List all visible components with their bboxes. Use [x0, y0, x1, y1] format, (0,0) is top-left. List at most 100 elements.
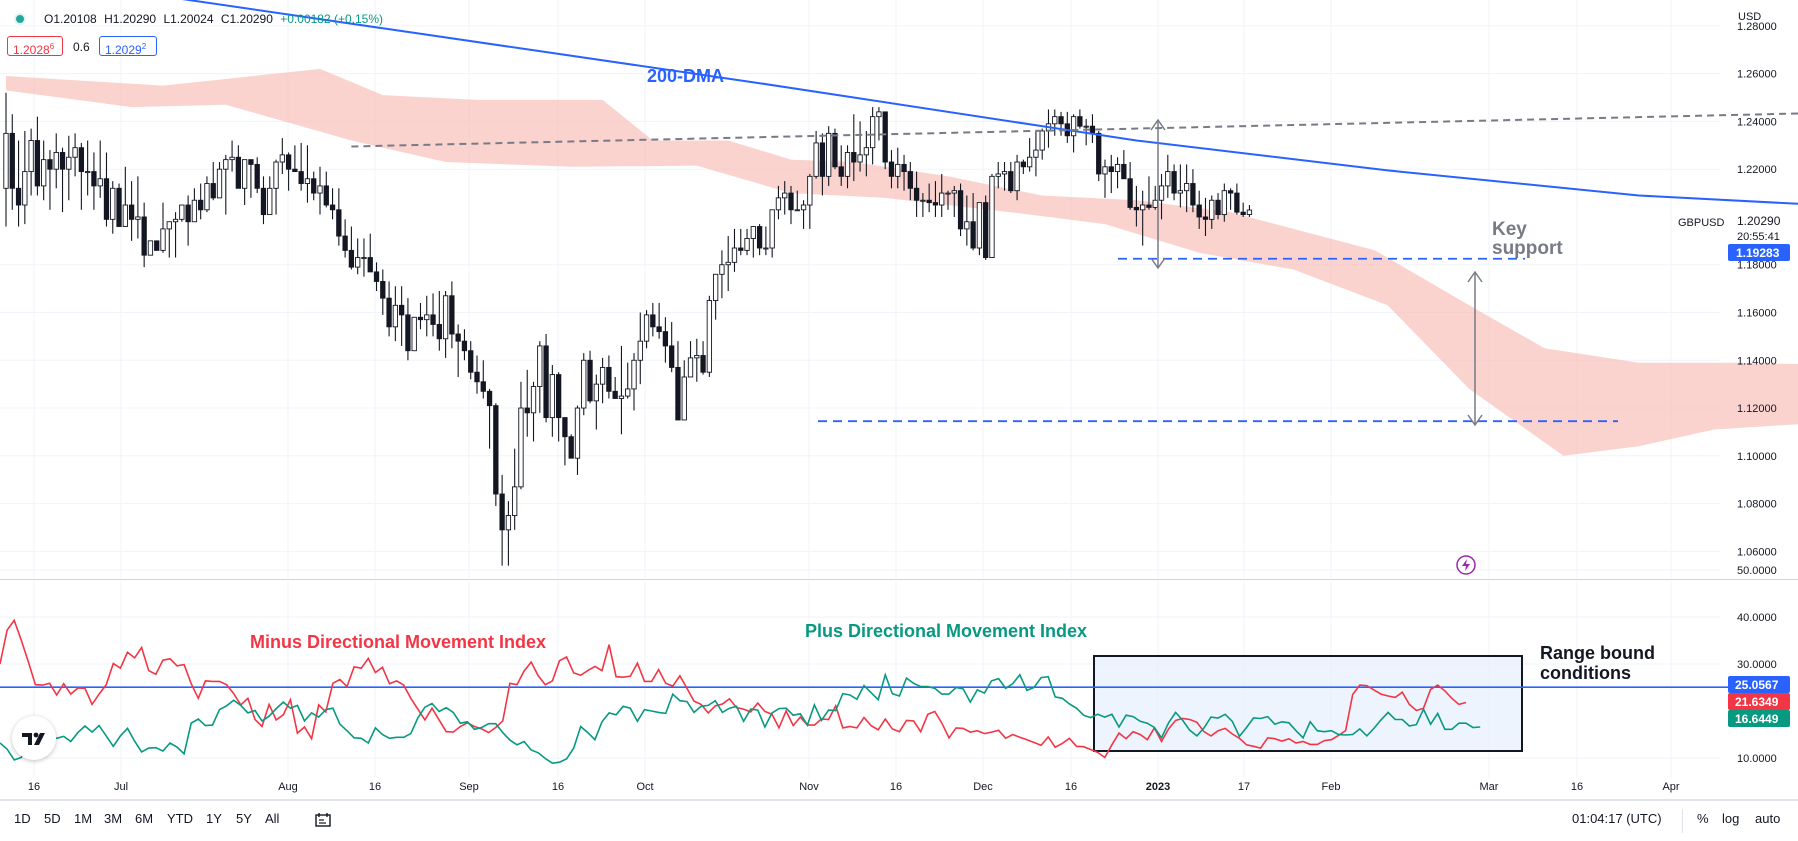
- candle: [1177, 164, 1184, 208]
- candle: [675, 341, 681, 421]
- candle: [1133, 185, 1140, 227]
- chart-canvas[interactable]: 1.28000 1.26000 1.24000 1.22000 1.18000 1.160…: [0, 0, 1798, 800]
- candle: [304, 145, 311, 203]
- candle-body: [147, 240, 154, 256]
- candle-body: [983, 202, 989, 259]
- candle-body: [725, 261, 731, 266]
- candle: [939, 173, 945, 217]
- candle: [336, 188, 342, 246]
- clock-readout[interactable]: 01:04:17 (UTC): [1572, 811, 1662, 826]
- range-ytd-button[interactable]: YTD: [167, 811, 193, 826]
- range-5d-button[interactable]: 5D: [44, 811, 61, 826]
- time-tick-label: 16: [1571, 781, 1583, 793]
- candle-body: [241, 159, 248, 189]
- candle-body: [970, 221, 976, 249]
- lightning-icon[interactable]: [1456, 555, 1476, 575]
- log-scale-button[interactable]: log: [1722, 811, 1740, 826]
- candle: [505, 501, 512, 566]
- range-5y-button[interactable]: 5Y: [236, 811, 252, 826]
- candle-body: [430, 314, 436, 325]
- dmi-series: [0, 618, 1728, 765]
- range-1m-button[interactable]: 1M: [74, 811, 93, 826]
- candle: [405, 298, 411, 361]
- candle-body: [863, 147, 870, 156]
- time-tick-label: 16: [890, 781, 902, 793]
- candle: [769, 209, 775, 258]
- currency-label[interactable]: USD: [1738, 11, 1761, 23]
- candle-body: [229, 156, 235, 161]
- sell-price-button[interactable]: 1.20286: [7, 36, 63, 57]
- candle: [1045, 109, 1052, 148]
- candle: [1127, 162, 1133, 210]
- auto-scale-button[interactable]: auto: [1755, 811, 1781, 826]
- candle-body: [882, 111, 888, 163]
- candle: [813, 130, 819, 179]
- price-pane[interactable]: [0, 0, 1798, 578]
- range-6m-button[interactable]: 6M: [135, 811, 154, 826]
- candlestick-series: [3, 92, 1253, 566]
- time-tick-label: Sep: [459, 781, 479, 793]
- candle-body: [254, 163, 260, 189]
- candle-body: [1190, 183, 1196, 206]
- candle-body: [543, 345, 549, 419]
- range-1y-button[interactable]: 1Y: [206, 811, 222, 826]
- candle-body: [606, 366, 612, 392]
- candle-body: [637, 340, 643, 361]
- candle-body: [1227, 190, 1234, 194]
- candle-body: [204, 183, 210, 211]
- candle: [1033, 130, 1039, 177]
- candle-body: [1177, 190, 1184, 194]
- candle-body: [348, 249, 355, 268]
- candle-body: [913, 187, 920, 201]
- candle-body: [141, 216, 147, 256]
- candle-body: [260, 187, 267, 216]
- candle: [380, 269, 386, 315]
- candle: [1077, 109, 1083, 129]
- candle-body: [493, 405, 499, 495]
- range-1d-button[interactable]: 1D: [14, 811, 31, 826]
- minus-di-tag: 21.6349: [1735, 695, 1779, 709]
- candle: [292, 145, 298, 173]
- candle: [285, 152, 292, 191]
- buy-price-button[interactable]: 1.20292: [99, 36, 157, 57]
- plus-di-label: Plus Directional Movement Index: [805, 621, 1087, 641]
- candle: [468, 341, 474, 380]
- candle: [656, 302, 662, 339]
- percent-scale-button[interactable]: %: [1697, 811, 1709, 826]
- candle-body: [731, 247, 738, 263]
- market-status-icon[interactable]: [14, 13, 26, 25]
- candle: [9, 114, 15, 210]
- dmi-pane[interactable]: [0, 569, 1728, 778]
- candle: [474, 355, 480, 394]
- candle: [311, 171, 317, 201]
- candle: [826, 126, 832, 186]
- candle: [744, 228, 750, 256]
- range-all-button[interactable]: All: [265, 811, 280, 826]
- candle: [763, 226, 769, 256]
- plus-di-tag: 16.6449: [1735, 712, 1779, 726]
- candle-body: [1014, 161, 1020, 192]
- candle-body: [285, 154, 292, 170]
- price-tick-label: 1.06000: [1737, 546, 1777, 558]
- candle-body: [66, 156, 72, 170]
- candle: [455, 324, 461, 377]
- sell-price: 1.2028: [13, 43, 50, 57]
- candle: [1140, 190, 1146, 246]
- date-range-icon[interactable]: [314, 811, 332, 829]
- tradingview-logo[interactable]: [12, 716, 56, 760]
- candle-body: [311, 178, 317, 194]
- candle-body: [317, 185, 323, 194]
- price-tick-label: 1.22000: [1737, 164, 1777, 176]
- candle: [47, 150, 53, 210]
- candle-body: [1108, 166, 1114, 173]
- candle: [631, 353, 637, 411]
- candle-body: [920, 199, 926, 202]
- candle: [298, 142, 304, 191]
- range-3m-button[interactable]: 3M: [104, 811, 123, 826]
- candle: [323, 171, 329, 208]
- candle: [562, 417, 568, 466]
- candle: [869, 107, 876, 165]
- price-tick-label: 1.28000: [1737, 21, 1777, 33]
- candle: [1096, 130, 1102, 182]
- candle: [1064, 111, 1070, 143]
